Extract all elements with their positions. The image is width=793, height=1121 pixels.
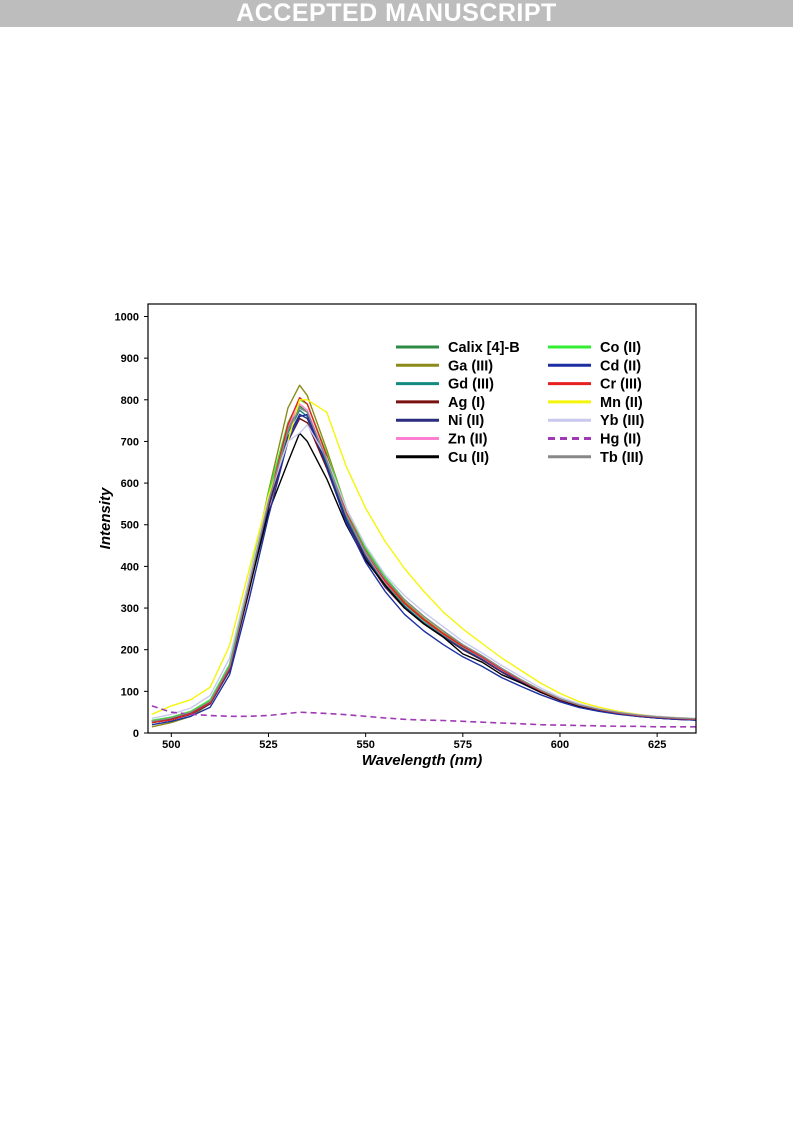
legend-label-ga-iii: Ga (III) xyxy=(448,358,493,374)
y-tick-label: 400 xyxy=(121,561,139,573)
y-tick-label: 800 xyxy=(121,395,139,407)
legend-label-zn-ii: Zn (II) xyxy=(448,432,488,448)
x-tick-label: 550 xyxy=(356,739,374,751)
x-tick-label: 625 xyxy=(648,739,666,751)
legend-label-yb-iii: Yb (III) xyxy=(600,413,644,429)
y-tick-label: 1000 xyxy=(115,311,139,323)
y-tick-label: 200 xyxy=(121,645,139,657)
y-axis-title: Intensity xyxy=(97,487,114,549)
y-tick-label: 900 xyxy=(121,353,139,365)
legend-label-mn-ii: Mn (II) xyxy=(600,395,643,411)
legend-label-ag-i: Ag (I) xyxy=(448,395,485,411)
y-tick-label: 700 xyxy=(121,436,139,448)
y-tick-label: 100 xyxy=(121,686,139,698)
legend-label-calix-4-b: Calix [4]-B xyxy=(448,340,520,356)
legend-label-cd-ii: Cd (II) xyxy=(600,358,641,374)
y-tick-label: 500 xyxy=(121,520,139,532)
x-tick-label: 575 xyxy=(454,739,472,751)
legend-label-hg-ii: Hg (II) xyxy=(600,432,641,448)
legend-label-cu-ii: Cu (II) xyxy=(448,450,489,466)
series-line-mn-ii xyxy=(151,399,696,720)
y-tick-label: 0 xyxy=(133,728,139,740)
series-line-tb-iii xyxy=(151,407,696,722)
legend-label-co-ii: Co (II) xyxy=(600,340,641,356)
series-line-hg-ii xyxy=(151,705,696,728)
legend-label-tb-iii: Tb (III) xyxy=(600,450,644,466)
accepted-manuscript-banner: ACCEPTED MANUSCRIPT xyxy=(0,0,793,27)
legend: Calix [4]-B Ga (III) Gd (III) Ag (I) Ni (II)… xyxy=(396,340,644,466)
x-tick-label: 525 xyxy=(259,739,277,751)
series-line-cd-ii xyxy=(151,413,696,726)
axis-layer: 500 525 550 575 600 625 0 100 200 300 400 500 600 700… xyxy=(115,311,667,751)
series-line-yb-iii xyxy=(151,424,696,720)
legend-label-gd-iii: Gd (III) xyxy=(448,377,494,393)
y-tick-label: 300 xyxy=(121,603,139,615)
plot-frame xyxy=(147,303,697,734)
x-tick-label: 600 xyxy=(551,739,569,751)
series-layer xyxy=(151,384,696,728)
legend-label-ni-ii: Ni (II) xyxy=(448,413,484,429)
x-axis-title: Wavelength (nm) xyxy=(362,752,483,769)
legend-label-cr-iii: Cr (III) xyxy=(600,377,642,393)
series-line-co-ii xyxy=(151,399,696,722)
series-line-cu-ii xyxy=(151,432,696,722)
y-tick-label: 600 xyxy=(121,478,139,490)
x-tick-label: 500 xyxy=(162,739,180,751)
